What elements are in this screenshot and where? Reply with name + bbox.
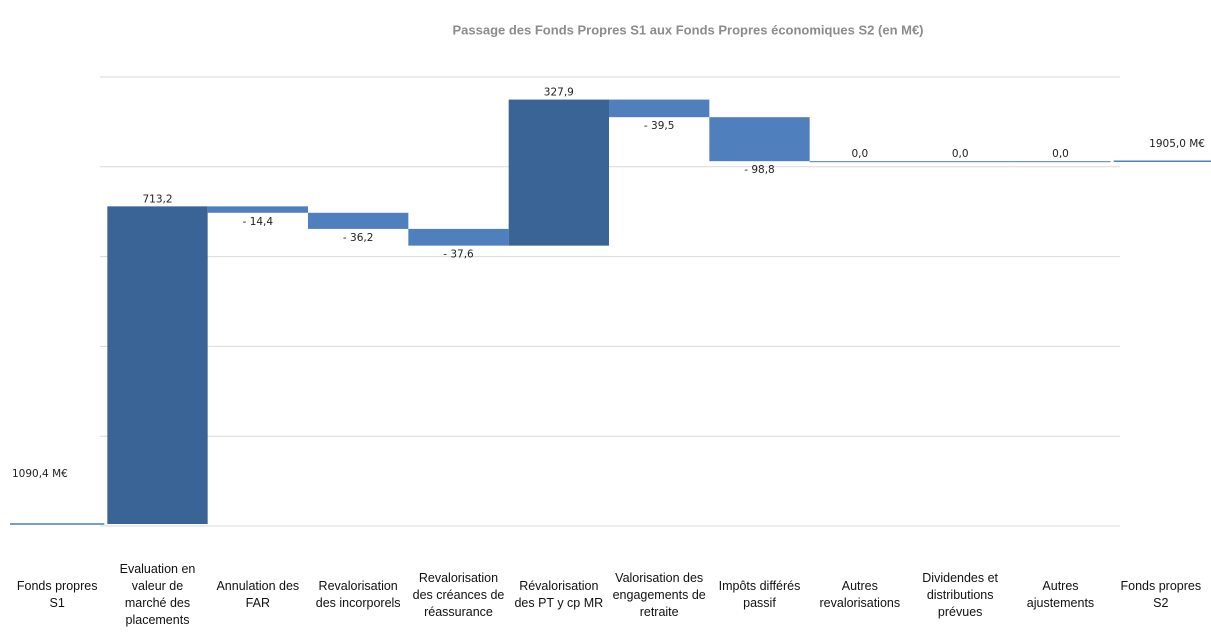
x-tick-label: Revalorisation des incorporels bbox=[315, 579, 401, 610]
value-label: 1905,0 M€ bbox=[1149, 138, 1205, 150]
bar bbox=[609, 99, 710, 118]
x-tick-label: Autres ajustements bbox=[1026, 579, 1095, 610]
value-label: 0,0 bbox=[851, 148, 868, 160]
x-tick-label: Autres revalorisations bbox=[819, 579, 901, 610]
x-tick-label: Impôts différés passif bbox=[718, 579, 801, 610]
bar bbox=[1010, 161, 1111, 163]
value-label: 0,0 bbox=[1052, 148, 1069, 160]
value-label: - 37,6 bbox=[443, 249, 474, 261]
value-label: - 98,8 bbox=[744, 164, 775, 176]
value-label: 327,9 bbox=[544, 87, 574, 99]
value-label: 1090,4 M€ bbox=[12, 468, 68, 480]
value-label: - 36,2 bbox=[343, 232, 374, 244]
x-tick-label: Revalorisation des créances de réassuran… bbox=[412, 570, 505, 619]
x-tick-label: Fonds propres S1 bbox=[16, 579, 98, 610]
bar bbox=[709, 117, 810, 162]
value-label: 0,0 bbox=[952, 148, 969, 160]
bar bbox=[408, 228, 509, 246]
value-label: 713,2 bbox=[142, 193, 172, 205]
x-tick-label: Evaluation en valeur de marché des place… bbox=[119, 562, 196, 627]
bar bbox=[308, 212, 409, 229]
x-tick-label: Annulation des FAR bbox=[216, 579, 300, 610]
x-tick-label: Fonds propres S2 bbox=[1120, 579, 1202, 610]
x-tick-label: Révalorisation des PT y cp MR bbox=[514, 579, 604, 610]
bar bbox=[809, 161, 910, 163]
value-label: - 14,4 bbox=[243, 216, 274, 228]
x-tick-label: Dividendes et distributions prévues bbox=[922, 570, 999, 619]
value-label: - 39,5 bbox=[644, 120, 675, 132]
bar bbox=[107, 206, 208, 525]
bar bbox=[207, 206, 308, 213]
bar bbox=[910, 161, 1011, 163]
chart-title: Passage des Fonds Propres S1 aux Fonds P… bbox=[452, 22, 923, 37]
bar bbox=[508, 99, 609, 246]
x-tick-label: Valorisation des engagements de retraite bbox=[612, 570, 706, 619]
